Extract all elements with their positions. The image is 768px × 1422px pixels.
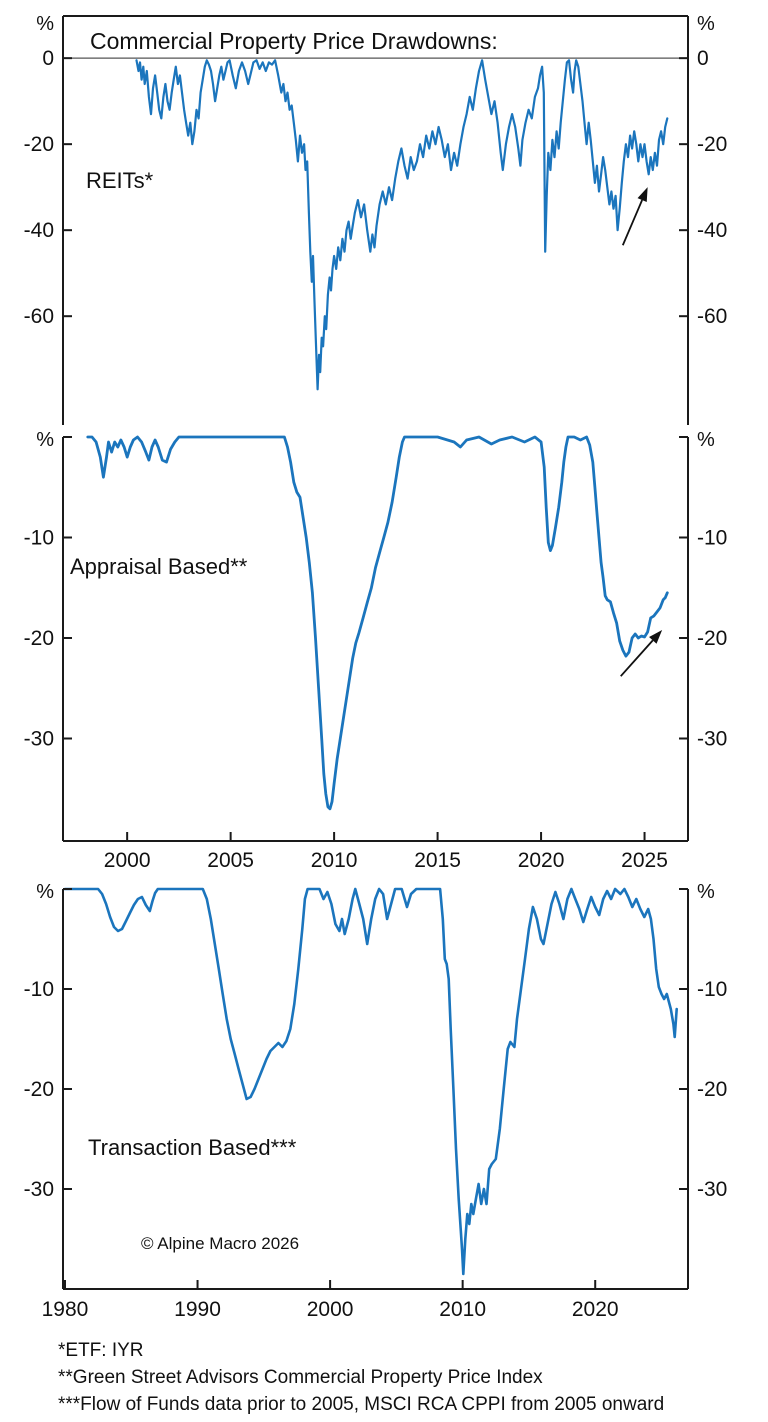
y-tick-label-right: -30 [697,727,727,750]
y-tick-label-right: -20 [697,1078,727,1101]
y-tick-label-right: -40 [697,219,727,242]
trend-arrow-shaft [620,639,654,677]
y-tick-label-right: -60 [697,305,727,328]
reits-series-line [135,59,669,391]
y-tick-label-left: -20 [24,1078,54,1101]
x-tick-label: 2020 [572,1298,619,1321]
percent-label-right: % [697,429,715,451]
x-tick-label: 1990 [174,1298,221,1321]
percent-label-right: % [697,13,715,35]
y-tick-label-left: -10 [24,978,54,1001]
percent-label-left: % [36,13,54,35]
trend-arrow-head [649,629,663,644]
y-tick-label-left: -30 [24,727,54,750]
x-tick-label: 1980 [42,1298,89,1321]
y-tick-label-right: 0 [697,47,709,70]
y-tick-label-left: -20 [24,627,54,650]
y-tick-label-right: -30 [697,1178,727,1201]
x-tick-label: 2010 [439,1298,486,1321]
y-tick-label-left: 0 [42,47,54,70]
x-tick-label: 2000 [307,1298,354,1321]
y-tick-label-left: -40 [24,219,54,242]
footnote-green-street: **Green Street Advisors Commercial Prope… [58,1367,543,1388]
x-tick-label: 2025 [621,849,668,872]
percent-label-right: % [697,881,715,903]
panel-label-appraisal: Appraisal Based** [70,554,248,579]
chart-title: Commercial Property Price Drawdowns: [90,28,498,54]
x-tick-label: 2015 [414,849,461,872]
chart-generated-layer: 0 0 -20 -20 -40 -40 -60 -60% % -10 -10 -20 -20 -30 -30… [24,13,728,1321]
y-tick-label-right: -20 [697,627,727,650]
x-tick-label: 2020 [518,849,565,872]
copyright-note: © Alpine Macro 2026 [141,1234,299,1253]
y-tick-label-right: -20 [697,133,727,156]
percent-label-left: % [36,881,54,903]
y-tick-label-left: -10 [24,526,54,549]
y-tick-label-right: -10 [697,978,727,1001]
y-tick-label-left: -60 [24,305,54,328]
y-tick-label-right: -10 [697,526,727,549]
trend-arrow-head [637,187,648,203]
percent-label-left: % [36,429,54,451]
trend-arrow-shaft [621,199,643,246]
footnote-flow-of-funds: ***Flow of Funds data prior to 2005, MSC… [58,1394,664,1415]
x-tick-label: 2005 [207,849,254,872]
transaction-series-line [63,887,678,1276]
appraisal-series-line [86,435,669,811]
x-tick-label: 2000 [104,849,151,872]
y-tick-label-left: -30 [24,1178,54,1201]
x-tick-label: 2010 [311,849,358,872]
y-tick-label-left: -20 [24,133,54,156]
footnote-etf: *ETF: IYR [58,1340,144,1361]
panel-label-reits: REITs* [86,168,154,193]
panel-label-transaction: Transaction Based*** [88,1135,297,1160]
